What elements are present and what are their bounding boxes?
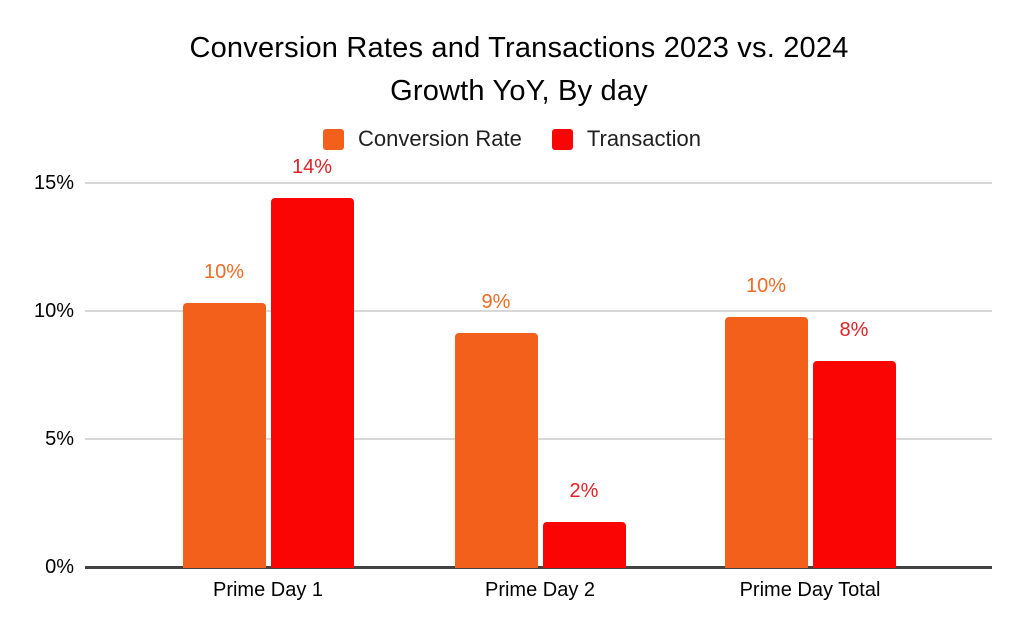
bar-transaction-prime-day-total <box>812 360 896 568</box>
legend-item-conversion-rate: Conversion Rate <box>323 126 522 152</box>
bar-label-transaction-prime-day-1: 14% <box>291 156 333 179</box>
legend-swatch-transaction-icon <box>551 128 573 150</box>
bar-label-transaction-prime-day-2: 2% <box>569 480 599 503</box>
bar-label-conversion-rate-prime-day-1: 10% <box>203 261 245 284</box>
x-category-prime-day-1: Prime Day 1 <box>212 579 324 601</box>
bar-transaction-prime-day-1 <box>270 198 354 568</box>
gridline-15% <box>85 182 992 184</box>
bar-transaction-prime-day-2 <box>542 522 626 568</box>
chart-legend: Conversion Rate Transaction <box>0 126 1024 152</box>
bar-conversion-rate-prime-day-1 <box>182 303 266 568</box>
chart-title: Conversion Rates and Transactions 2023 v… <box>14 27 1024 113</box>
chart-title-line-2: Growth YoY, By day <box>390 75 648 107</box>
x-axis-line <box>85 565 992 569</box>
legend-swatch-conversion-rate-icon <box>323 128 344 150</box>
legend-label-conversion-rate: Conversion Rate <box>358 126 522 151</box>
legend-label-transaction: Transaction <box>586 126 701 151</box>
y-tick-15%: 15% <box>33 172 74 194</box>
bar-conversion-rate-prime-day-total <box>724 317 808 568</box>
gridline-10% <box>85 310 992 312</box>
chart-title-line-1: Conversion Rates and Transactions 2023 v… <box>189 32 849 64</box>
legend-item-transaction: Transaction <box>551 126 701 152</box>
gridline-5% <box>85 438 992 440</box>
x-category-prime-day-2: Prime Day 2 <box>484 579 596 601</box>
y-tick-5%: 5% <box>45 428 74 450</box>
x-category-prime-day-total: Prime Day Total <box>739 579 881 601</box>
bar-conversion-rate-prime-day-2 <box>454 332 538 568</box>
bar-label-conversion-rate-prime-day-total: 10% <box>745 275 787 298</box>
y-tick-10%: 10% <box>33 300 74 322</box>
bar-label-transaction-prime-day-total: 8% <box>839 318 869 341</box>
y-tick-0%: 0% <box>45 556 74 578</box>
bar-label-conversion-rate-prime-day-2: 9% <box>481 290 511 313</box>
